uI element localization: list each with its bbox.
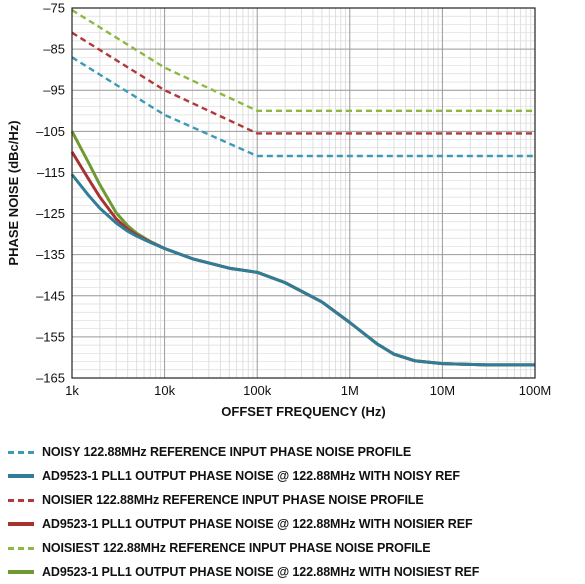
- y-tick-label: –85: [43, 42, 65, 57]
- x-tick-label: 10k: [154, 383, 175, 398]
- series-line-0: [71, 56, 535, 158]
- y-tick-label: –165: [36, 371, 65, 386]
- legend-item-noisy-ref: NOISY 122.88MHz REFERENCE INPUT PHASE NO…: [8, 440, 583, 464]
- x-tick-label: 100k: [243, 383, 272, 398]
- legend-swatch: [8, 474, 34, 478]
- legend-item-noisier-output: AD9523-1 PLL1 OUTPUT PHASE NOISE @ 122.8…: [8, 512, 583, 536]
- series-layer: [70, 9, 535, 367]
- phase-noise-chart: –75 –85 –95 –105 –115 –125 –135 –145 –155 –165 1k…: [6, 1, 551, 420]
- x-axis-title: OFFSET FREQUENCY (Hz): [221, 404, 385, 419]
- y-tick-label: –115: [37, 165, 65, 180]
- series-line-3: [70, 151, 535, 367]
- x-tick-label: 10M: [430, 383, 455, 398]
- x-tick-label: 1M: [341, 383, 359, 398]
- legend-item-noisiest-output: AD9523-1 PLL1 OUTPUT PHASE NOISE @ 122.8…: [8, 560, 583, 584]
- legend-swatch: [8, 498, 34, 502]
- y-tick-label: –95: [43, 83, 65, 98]
- legend-label: NOISIER 122.88MHz REFERENCE INPUT PHASE …: [42, 493, 424, 507]
- legend-swatch: [8, 450, 34, 454]
- legend-swatch: [8, 570, 34, 574]
- x-tick-label: 1k: [65, 383, 79, 398]
- major-grid: [71, 7, 536, 379]
- legend-label: AD9523-1 PLL1 OUTPUT PHASE NOISE @ 122.8…: [42, 565, 480, 579]
- y-tick-label: –155: [36, 329, 65, 344]
- legend-item-noisiest-ref: NOISIEST 122.88MHz REFERENCE INPUT PHASE…: [8, 536, 583, 560]
- y-tick-label: –105: [36, 124, 65, 139]
- legend-label: NOISY 122.88MHz REFERENCE INPUT PHASE NO…: [42, 445, 412, 459]
- legend-label: AD9523-1 PLL1 OUTPUT PHASE NOISE @ 122.8…: [42, 469, 460, 483]
- legend-label: AD9523-1 PLL1 OUTPUT PHASE NOISE @ 122.8…: [42, 517, 473, 531]
- legend-label: NOISIEST 122.88MHz REFERENCE INPUT PHASE…: [42, 541, 431, 555]
- series-line-4: [71, 9, 535, 112]
- minor-grid: [72, 7, 535, 379]
- legend-swatch: [8, 522, 34, 526]
- y-tick-label: –145: [36, 288, 65, 303]
- series-line-2: [71, 31, 535, 135]
- y-tick-label: –125: [36, 206, 65, 221]
- y-axis-title: PHASE NOISE (dBc/Hz): [6, 120, 21, 265]
- legend-item-noisier-ref: NOISIER 122.88MHz REFERENCE INPUT PHASE …: [8, 488, 583, 512]
- x-tick-labels: 1k 10k 100k 1M 10M 100M: [65, 383, 551, 398]
- y-tick-label: –135: [36, 247, 65, 262]
- legend: NOISY 122.88MHz REFERENCE INPUT PHASE NO…: [8, 440, 583, 584]
- y-tick-labels: –75 –85 –95 –105 –115 –125 –135 –145 –155 –165: [36, 1, 65, 386]
- series-line-5: [70, 130, 535, 367]
- legend-item-noisy-output: AD9523-1 PLL1 OUTPUT PHASE NOISE @ 122.8…: [8, 464, 583, 488]
- legend-swatch: [8, 546, 34, 550]
- y-tick-label: –75: [43, 1, 65, 16]
- plot-frame: [71, 7, 536, 379]
- series-line-1: [70, 173, 535, 367]
- x-tick-label: 100M: [519, 383, 552, 398]
